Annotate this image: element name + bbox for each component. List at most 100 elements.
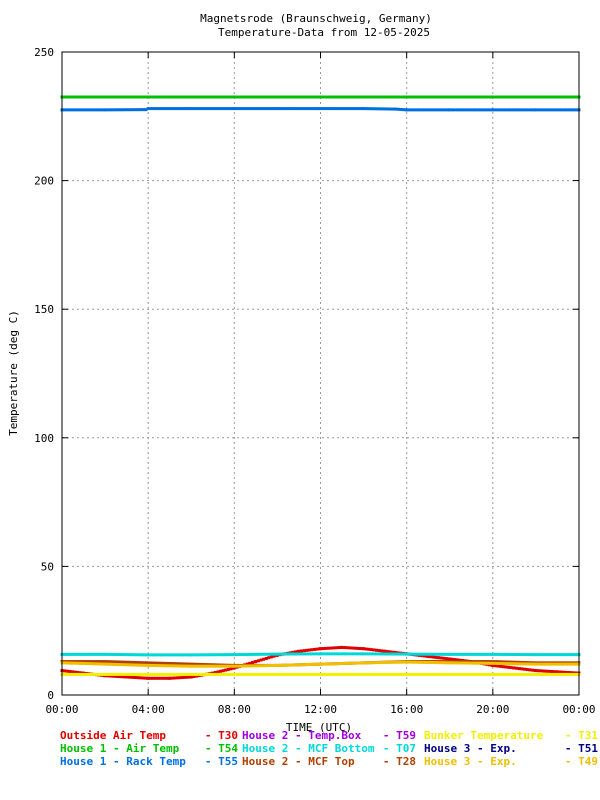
data-point [111, 652, 115, 656]
data-point [380, 652, 384, 656]
data-point [443, 672, 447, 676]
data-point [162, 95, 166, 99]
data-point [240, 107, 244, 111]
data-point [324, 107, 328, 111]
data-point [415, 95, 419, 99]
data-point [301, 672, 305, 676]
data-point [306, 652, 310, 656]
data-point [461, 95, 465, 99]
data-point [415, 108, 419, 112]
data-point [499, 662, 503, 666]
data-point [514, 660, 518, 664]
data-point [116, 660, 120, 664]
data-point [223, 664, 227, 668]
data-point [380, 649, 384, 653]
data-point [231, 664, 235, 668]
data-point [337, 107, 341, 111]
data-point [68, 108, 72, 112]
data-point [223, 95, 227, 99]
data-point [281, 652, 285, 656]
data-point [542, 95, 546, 99]
data-point [172, 672, 176, 676]
data-point [312, 652, 316, 656]
data-point [240, 672, 244, 676]
data-point [132, 672, 136, 676]
data-point [232, 107, 236, 111]
data-point [73, 661, 77, 665]
data-point [167, 95, 171, 99]
data-point [504, 95, 508, 99]
data-point [372, 107, 376, 111]
data-point [539, 108, 543, 112]
data-point [386, 650, 390, 654]
data-point [86, 108, 90, 112]
data-point [329, 107, 333, 111]
data-point [331, 672, 335, 676]
data-point [527, 662, 531, 666]
data-point [534, 662, 538, 666]
data-point [420, 95, 424, 99]
data-point [493, 672, 497, 676]
data-point [283, 652, 287, 656]
y-tick-label: 100 [34, 432, 54, 445]
data-point [151, 653, 155, 657]
data-point [387, 107, 391, 111]
data-point [116, 108, 120, 112]
data-point [65, 108, 69, 112]
data-point [568, 108, 572, 112]
data-point [423, 672, 427, 676]
data-point [126, 95, 130, 99]
data-point [283, 95, 287, 99]
data-point [189, 662, 193, 666]
data-point [557, 662, 561, 666]
data-point [415, 660, 419, 664]
data-point [375, 648, 379, 652]
data-point [192, 107, 196, 111]
data-point [352, 107, 356, 111]
data-point [439, 656, 443, 660]
data-point [286, 652, 290, 656]
data-point [124, 672, 128, 676]
data-point [539, 662, 543, 666]
data-point [570, 108, 574, 112]
data-point [278, 672, 282, 676]
data-point [175, 653, 179, 657]
data-point [568, 653, 572, 657]
data-point [393, 95, 397, 99]
data-point [362, 107, 366, 111]
data-point [317, 95, 321, 99]
data-point [348, 646, 352, 650]
data-point [225, 95, 229, 99]
data-point [119, 108, 123, 112]
data-point [387, 652, 391, 656]
data-point [438, 108, 442, 112]
data-point [134, 653, 138, 657]
data-point [281, 663, 285, 667]
data-point [420, 654, 424, 658]
data-point [245, 672, 249, 676]
series-4-points [60, 652, 581, 657]
data-point [213, 664, 217, 668]
data-point [344, 95, 348, 99]
data-point [258, 652, 262, 656]
data-point [412, 672, 416, 676]
chart-title: Magnetsrode (Braunschweig, Germany) [200, 12, 432, 25]
data-point [70, 652, 74, 656]
data-point [164, 664, 168, 668]
data-point [200, 662, 204, 666]
data-point [350, 652, 354, 656]
data-point [306, 95, 310, 99]
data-point [301, 95, 305, 99]
data-point [263, 95, 267, 99]
data-point [162, 661, 166, 665]
data-point [575, 95, 579, 99]
data-point [189, 95, 193, 99]
data-point [412, 95, 416, 99]
data-point [355, 652, 359, 656]
data-point [283, 672, 287, 676]
data-point [238, 95, 242, 99]
data-point [189, 107, 193, 111]
data-point [461, 672, 465, 676]
data-point [501, 95, 505, 99]
data-point [484, 95, 488, 99]
